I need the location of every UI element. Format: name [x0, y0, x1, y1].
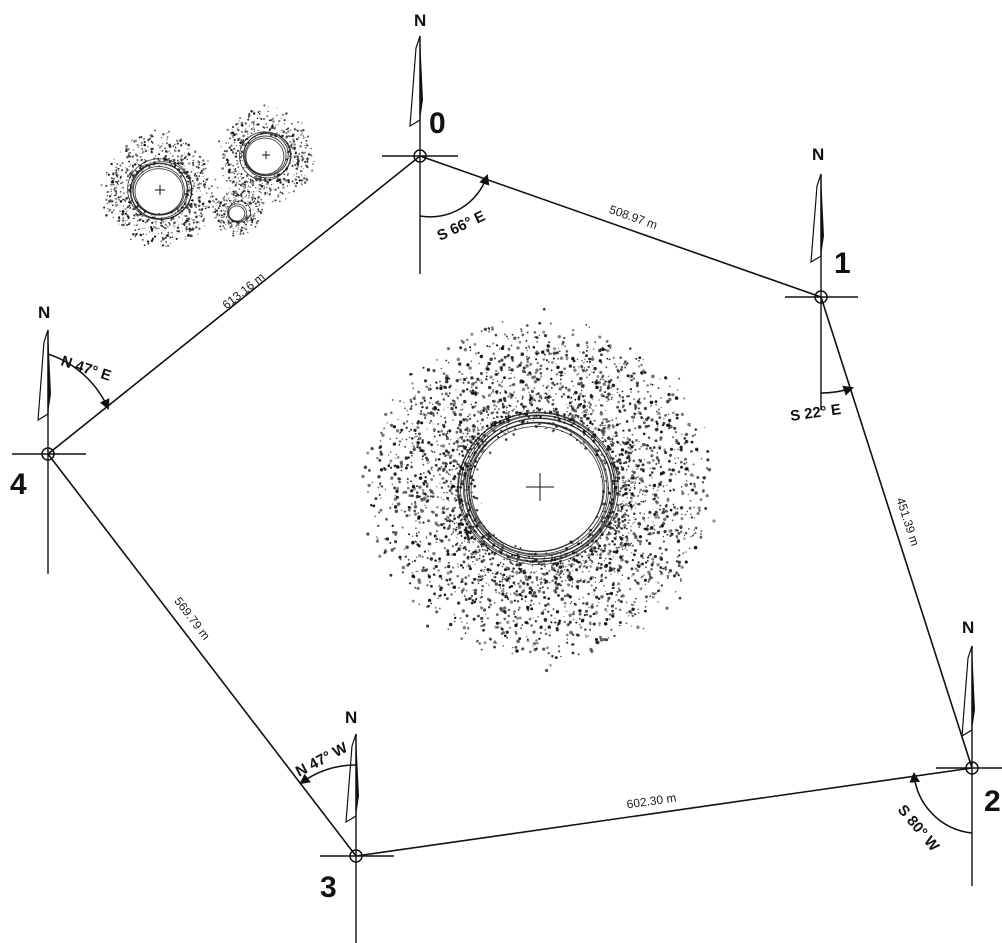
north-label: N [812, 145, 824, 164]
north-arrow-icon [345, 733, 359, 856]
distance-label-1-2: 451.39 m [893, 496, 922, 548]
bearing-arc [820, 385, 854, 396]
station-0: N 0 S 66° E [382, 11, 490, 274]
distance-label-4-0: 613.16 m [220, 270, 268, 312]
station-number: 2 [984, 785, 1001, 818]
north-arrow-icon [810, 173, 824, 297]
distance-label-0-1: 508.97 m [607, 202, 659, 232]
leg-1-2 [820, 296, 973, 769]
station-number: 0 [429, 107, 446, 140]
tree-large-center [361, 307, 716, 673]
north-label: N [962, 618, 974, 637]
north-arrow-icon [37, 329, 51, 454]
leg-3-4 [47, 453, 357, 857]
station-4: N 4 N 47° E [10, 303, 113, 574]
north-label: N [345, 708, 357, 727]
north-label: N [414, 11, 426, 30]
station-number: 1 [834, 247, 851, 280]
bearing-arc [419, 174, 490, 218]
tree-cluster-small [100, 104, 315, 248]
station-number: 3 [320, 871, 337, 904]
bearing-label: N 47° E [59, 353, 114, 385]
bearing-label: S 22° E [789, 401, 842, 425]
bearing-arc [47, 353, 110, 410]
bearing-arc [909, 771, 973, 834]
station-3: N 3 N 47° W [293, 708, 394, 943]
distance-label-2-3: 602.30 m [626, 791, 678, 812]
north-label: N [38, 303, 50, 322]
bearing-label: S 66° E [435, 208, 488, 245]
bearing-arc [299, 764, 357, 785]
bearing-label: S 80° W [894, 802, 943, 856]
bearing-label: N 47° W [293, 739, 351, 781]
leg-2-3 [355, 767, 973, 857]
north-arrow-icon [409, 35, 423, 156]
distance-label-3-4: 569.79 m [171, 594, 213, 642]
station-2: N 2 S 80° W [894, 618, 1002, 886]
north-arrow-icon [961, 645, 975, 768]
station-number: 4 [10, 468, 27, 501]
leg-4-0 [47, 155, 421, 455]
station-1: N 1 S 22° E [785, 145, 858, 425]
